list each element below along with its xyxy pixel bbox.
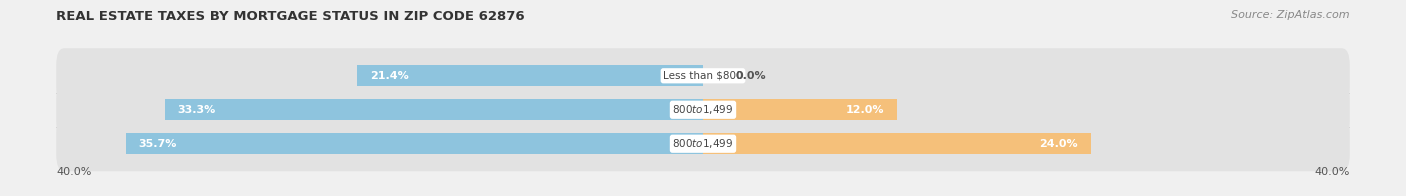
Bar (703, 99, 897, 120)
Text: $800 to $1,499: $800 to $1,499 (672, 137, 734, 150)
Bar (357, 65, 703, 86)
Text: $800 to $1,499: $800 to $1,499 (672, 103, 734, 116)
Text: 12.0%: 12.0% (845, 105, 884, 115)
Text: Source: ZipAtlas.com: Source: ZipAtlas.com (1232, 10, 1350, 20)
Text: 33.3%: 33.3% (177, 105, 215, 115)
Text: 21.4%: 21.4% (370, 71, 409, 81)
FancyBboxPatch shape (56, 48, 1350, 103)
Text: 24.0%: 24.0% (1039, 139, 1078, 149)
Text: 40.0%: 40.0% (56, 167, 91, 178)
Legend: Without Mortgage, With Mortgage: Without Mortgage, With Mortgage (586, 192, 820, 196)
FancyBboxPatch shape (56, 116, 1350, 171)
Bar (703, 133, 1091, 154)
Text: 0.0%: 0.0% (735, 71, 766, 81)
Bar (125, 133, 703, 154)
FancyBboxPatch shape (56, 82, 1350, 137)
Text: REAL ESTATE TAXES BY MORTGAGE STATUS IN ZIP CODE 62876: REAL ESTATE TAXES BY MORTGAGE STATUS IN … (56, 10, 524, 23)
Bar (165, 99, 703, 120)
Text: Less than $800: Less than $800 (664, 71, 742, 81)
Text: 35.7%: 35.7% (139, 139, 177, 149)
Text: 40.0%: 40.0% (1315, 167, 1350, 178)
